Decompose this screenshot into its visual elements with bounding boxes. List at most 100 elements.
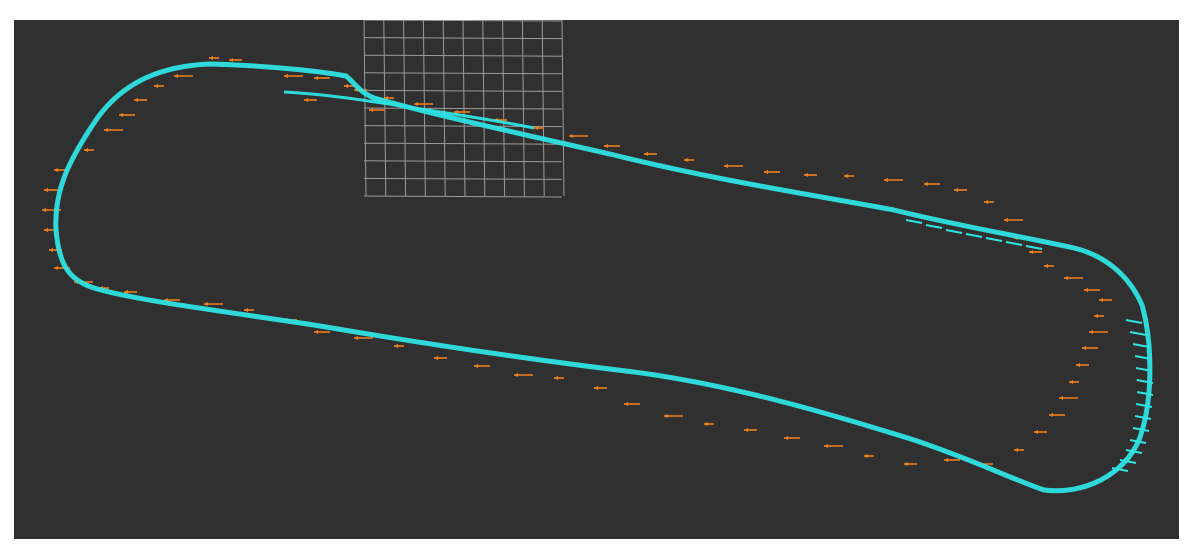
trajectory-fringe-mark <box>1136 391 1154 396</box>
pose-arrow-marker <box>344 84 354 88</box>
pose-arrow-marker <box>314 330 330 334</box>
grid-line-vertical <box>541 20 545 197</box>
trajectory-fringe-mark <box>1135 403 1153 408</box>
trajectory-fringe-mark <box>1129 331 1147 336</box>
trajectory-fringe-mark <box>1119 459 1137 464</box>
pose-arrow-marker <box>134 98 147 102</box>
trajectory-fringe-mark <box>1005 241 1023 246</box>
trajectory-fringe-mark <box>925 224 943 229</box>
pose-arrow-marker <box>454 110 470 114</box>
pose-arrow-marker <box>784 436 800 440</box>
pose-arrow-marker <box>954 188 967 192</box>
pose-arrow-marker <box>104 128 123 132</box>
pose-arrow-marker <box>304 98 317 102</box>
pose-arrow-marker <box>119 113 135 117</box>
pose-arrow-marker <box>44 228 54 232</box>
grid-line-vertical <box>502 20 506 197</box>
pose-arrow-marker <box>474 364 490 368</box>
trajectory-fringe-mark <box>1025 245 1043 250</box>
pose-arrow-marker <box>724 164 743 168</box>
pose-arrow-marker <box>1082 346 1098 350</box>
pose-arrow-marker <box>1014 448 1024 452</box>
pose-arrow-marker <box>314 76 330 80</box>
pose-arrow-marker <box>514 373 533 377</box>
pose-arrow-marker <box>904 462 917 466</box>
pose-arrow-marker <box>684 158 694 162</box>
pose-arrow-marker <box>944 458 960 462</box>
trajectory-fringe-mark <box>1132 343 1150 348</box>
grid-line-horizontal <box>363 142 563 145</box>
pose-arrow-marker <box>174 74 193 78</box>
pose-arrow-marker <box>1076 363 1089 367</box>
pose-arrows-layer <box>42 56 1112 466</box>
grid-line-horizontal <box>363 37 563 40</box>
trajectory-fringe-mark <box>985 237 1003 242</box>
pose-arrow-marker <box>1029 250 1042 254</box>
pose-arrow-marker <box>1034 430 1047 434</box>
pose-arrow-marker <box>594 386 607 390</box>
pose-arrow-marker <box>764 170 780 174</box>
pose-arrow-marker <box>1094 314 1104 318</box>
3d-viewport[interactable] <box>14 20 1179 539</box>
pose-arrow-marker <box>84 148 94 152</box>
pose-arrow-marker <box>554 376 564 380</box>
pose-arrow-marker <box>44 188 60 192</box>
pose-arrow-marker <box>664 414 683 418</box>
pose-arrow-marker <box>884 178 903 182</box>
map-scene[interactable] <box>14 20 1179 539</box>
trajectory-layer <box>53 61 1154 494</box>
trajectory-fringe-mark <box>1134 415 1152 420</box>
pose-arrow-marker <box>1099 298 1112 302</box>
pose-arrow-marker <box>744 428 757 432</box>
trajectory-fringe-mark <box>1136 379 1154 384</box>
pose-arrow-marker <box>244 308 254 312</box>
pose-arrow-marker <box>534 126 544 130</box>
pose-arrow-marker <box>824 444 843 448</box>
grid-line-horizontal <box>363 72 563 75</box>
pose-arrow-marker <box>924 182 940 186</box>
pose-arrow-marker <box>864 454 874 458</box>
grid-line-horizontal <box>363 107 563 110</box>
pose-arrow-marker <box>1049 413 1065 417</box>
pose-arrow-marker <box>229 58 242 62</box>
pose-arrow-marker <box>204 302 223 306</box>
trajectory-fringe-mark <box>1132 427 1150 432</box>
grid-line-vertical <box>482 20 486 197</box>
pose-arrow-marker <box>804 173 817 177</box>
grid-line-horizontal <box>363 177 563 180</box>
grid-line-horizontal <box>363 195 563 198</box>
grid-line-vertical <box>561 20 565 197</box>
trajectory-fringe-mark <box>905 219 923 224</box>
trajectory-fringe-mark <box>945 229 963 234</box>
grid-line-vertical <box>521 20 525 197</box>
grid-line-horizontal <box>363 160 563 163</box>
pose-arrow-marker <box>369 108 385 112</box>
pose-arrow-marker <box>1089 330 1108 334</box>
trajectory-fringe-mark <box>1134 355 1152 360</box>
trajectory-path-inner <box>283 90 535 130</box>
trajectory-fringe-mark <box>965 233 983 238</box>
pose-arrow-marker <box>414 102 433 106</box>
trajectory-fringe-mark <box>1135 367 1153 372</box>
pose-arrow-marker <box>984 200 994 204</box>
pose-arrow-marker <box>844 174 854 178</box>
pose-arrow-marker <box>434 356 447 360</box>
trajectory-fringe-mark <box>1125 319 1143 324</box>
pose-arrow-marker <box>354 336 373 340</box>
pose-arrow-marker <box>644 152 657 156</box>
trajectory-fringe-mark <box>1125 449 1143 454</box>
pose-arrow-marker <box>604 144 620 148</box>
pose-arrow-marker <box>394 344 404 348</box>
trajectory-fringe-mark <box>1129 439 1147 444</box>
pose-arrow-marker <box>209 56 219 60</box>
pose-arrow-marker <box>1059 396 1078 400</box>
trajectory-fringe-mark <box>1111 467 1129 472</box>
pose-arrow-marker <box>1069 380 1079 384</box>
pose-arrow-marker <box>1084 288 1100 292</box>
pose-arrow-marker <box>624 402 640 406</box>
grid-line-horizontal <box>363 89 563 92</box>
grid-line-horizontal <box>363 20 563 22</box>
reference-grid <box>363 20 565 198</box>
pose-arrow-marker <box>284 74 303 78</box>
pose-arrow-marker <box>1064 276 1083 280</box>
